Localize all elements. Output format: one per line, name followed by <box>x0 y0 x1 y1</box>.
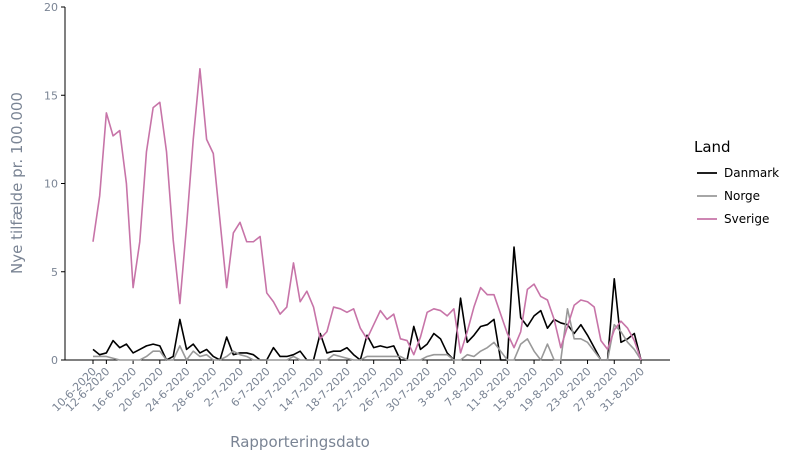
y-tick-label: 0 <box>51 354 58 367</box>
legend-title: Land <box>694 138 731 156</box>
series-line <box>92 67 642 361</box>
legend-label: Norge <box>724 189 760 203</box>
x-axis-label: Rapporteringsdato <box>230 433 370 451</box>
y-tick-label: 10 <box>44 178 58 191</box>
series-line <box>92 246 642 361</box>
y-tick-label: 20 <box>44 1 58 14</box>
y-axis-label: Nye tilfælde pr. 100.000 <box>8 92 26 274</box>
legend-label: Sverige <box>724 212 769 226</box>
y-tick-label: 15 <box>44 89 58 102</box>
y-tick-label: 5 <box>51 266 58 279</box>
legend-label: Danmark <box>724 166 779 180</box>
series-line <box>93 308 642 361</box>
